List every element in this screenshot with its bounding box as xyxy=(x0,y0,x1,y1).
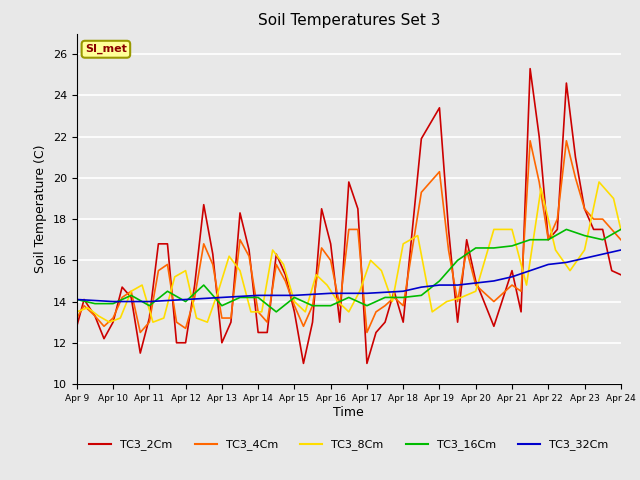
Text: SI_met: SI_met xyxy=(85,44,127,54)
Y-axis label: Soil Temperature (C): Soil Temperature (C) xyxy=(35,144,47,273)
X-axis label: Time: Time xyxy=(333,406,364,419)
Title: Soil Temperatures Set 3: Soil Temperatures Set 3 xyxy=(257,13,440,28)
Legend: TC3_2Cm, TC3_4Cm, TC3_8Cm, TC3_16Cm, TC3_32Cm: TC3_2Cm, TC3_4Cm, TC3_8Cm, TC3_16Cm, TC3… xyxy=(84,435,613,455)
